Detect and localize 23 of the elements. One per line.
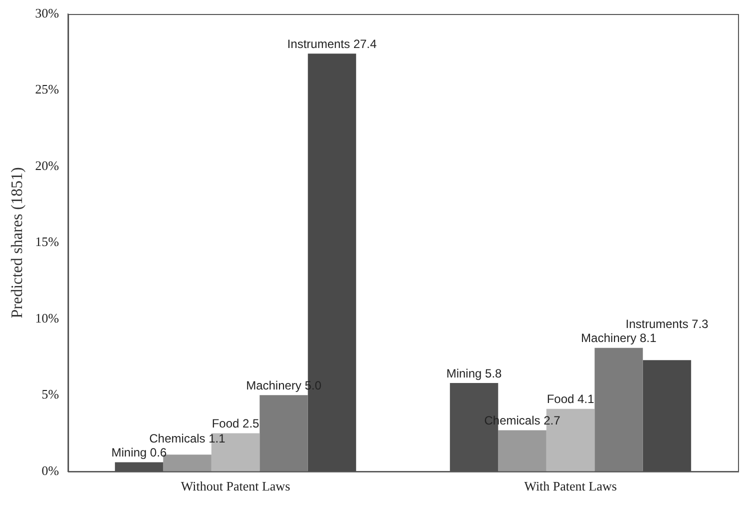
bar [546,408,595,472]
y-tick-label: 5% [42,386,60,402]
bar [498,430,546,472]
bar [594,348,643,472]
y-tick-label: 30% [35,5,60,20]
y-tick-label: 10% [35,310,60,326]
y-tick-label: 25% [35,82,60,97]
text: Machinery 8.1 [581,331,656,346]
y-tick-label: 20% [35,158,60,173]
text: Chemicals 1.1 [149,432,226,446]
text: Food 4.1 [546,392,594,406]
y-tick-label: 0% [42,462,60,478]
x-tick-label: With Patent Laws [524,478,617,494]
text: Food 2.5 [212,416,260,431]
text: Mining 5.8 [446,366,502,380]
bar [260,395,308,472]
text: Instruments 7.3 [626,317,708,332]
y-tick-label: 15% [35,234,60,250]
y-axis-title: Predicted shares (1851) [8,167,26,318]
x-tick-label: Without Patent Laws [180,478,290,494]
text: Mining 0.6 [111,446,167,460]
bar [211,433,260,472]
text: Instruments 27.4 [287,36,377,51]
